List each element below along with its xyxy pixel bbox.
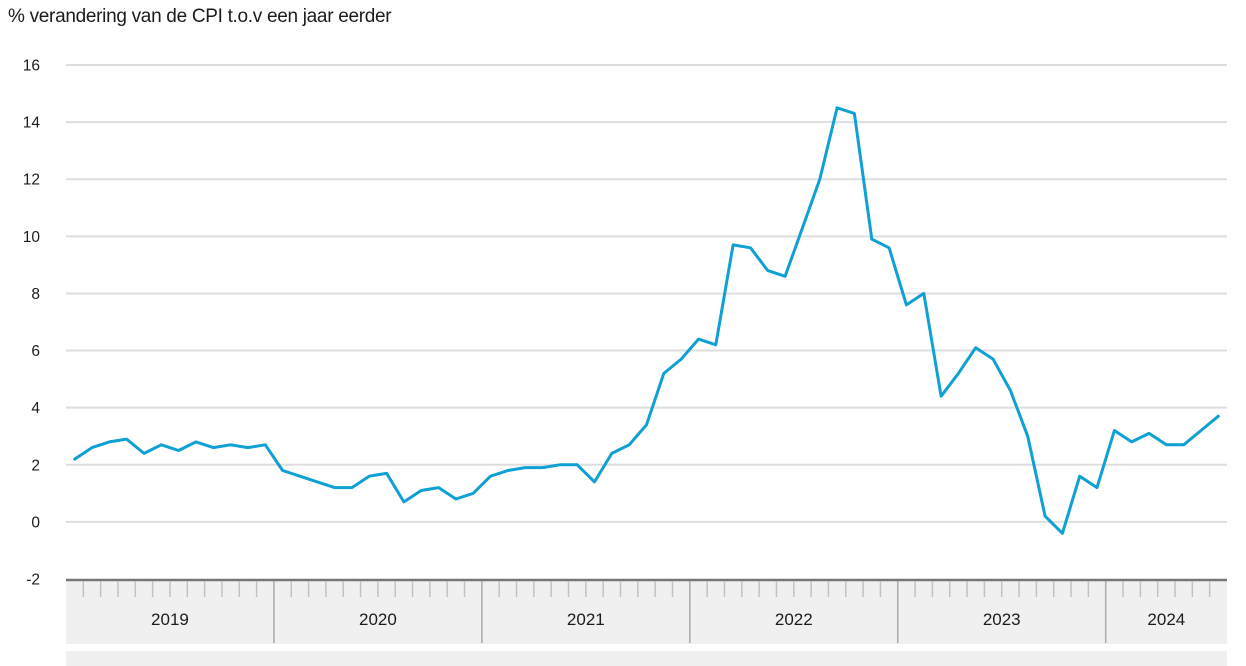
year-label: 2023 — [983, 610, 1021, 629]
y-tick-label: 12 — [23, 172, 40, 189]
year-label: 2024 — [1147, 610, 1185, 629]
x-axis-band — [66, 579, 1227, 644]
y-tick-label: 16 — [23, 58, 40, 75]
year-label: 2019 — [151, 610, 189, 629]
year-label: 2022 — [775, 610, 813, 629]
y-tick-label: 2 — [31, 457, 40, 474]
y-tick-label: 6 — [31, 343, 40, 360]
y-tick-label: 10 — [23, 229, 41, 246]
y-tick-label: 0 — [31, 514, 40, 531]
year-label: 2021 — [567, 610, 605, 629]
y-tick-label: 8 — [31, 286, 40, 303]
chart-title: % verandering van de CPI t.o.v een jaar … — [8, 6, 392, 27]
year-label: 2020 — [359, 610, 397, 629]
cpi-series-line — [73, 106, 1220, 535]
y-tick-label: -2 — [26, 572, 40, 589]
y-tick-label: 4 — [31, 400, 40, 417]
y-tick-label: 14 — [23, 115, 41, 132]
footer-strip — [66, 651, 1227, 666]
